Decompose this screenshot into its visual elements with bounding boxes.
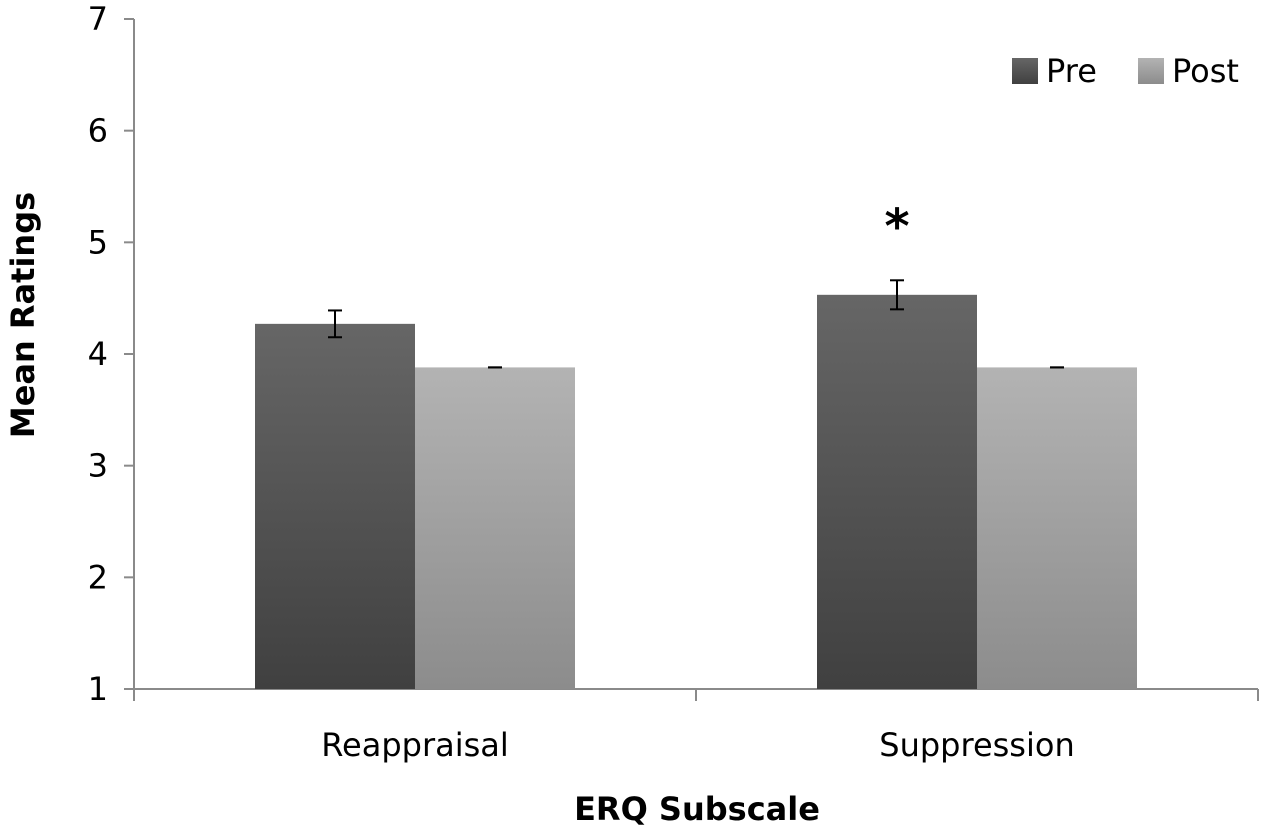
legend-label-post: Post — [1172, 52, 1239, 90]
y-axis-title: Mean Ratings — [4, 192, 42, 438]
x-axis-title: ERQ Subscale — [574, 790, 820, 828]
y-tick-label: 7 — [88, 0, 108, 38]
y-tick-label: 2 — [88, 558, 108, 596]
legend-swatch-post — [1138, 58, 1164, 84]
bar-post-reappraisal — [415, 367, 575, 689]
bar-post-suppression — [977, 367, 1137, 689]
error-bar — [890, 279, 904, 311]
legend: Pre Post — [1012, 52, 1239, 90]
x-tick-label: Suppression — [879, 726, 1074, 764]
error-bar — [328, 309, 342, 339]
bar-pre-reappraisal — [255, 323, 415, 689]
legend-label-pre: Pre — [1046, 52, 1097, 90]
y-tick-label: 1 — [88, 670, 108, 708]
plot-area: 1 2 3 4 5 6 7 Reappraisal Suppression * — [88, 0, 1259, 764]
bar-pre-suppression — [817, 294, 977, 689]
y-tick-label: 3 — [88, 447, 108, 485]
y-tick-label: 4 — [88, 335, 108, 373]
x-tick-label: Reappraisal — [321, 726, 509, 764]
y-tick-label: 6 — [88, 112, 108, 150]
significance-marker: * — [884, 199, 909, 255]
legend-swatch-pre — [1012, 58, 1038, 84]
y-tick-label: 5 — [88, 223, 108, 261]
